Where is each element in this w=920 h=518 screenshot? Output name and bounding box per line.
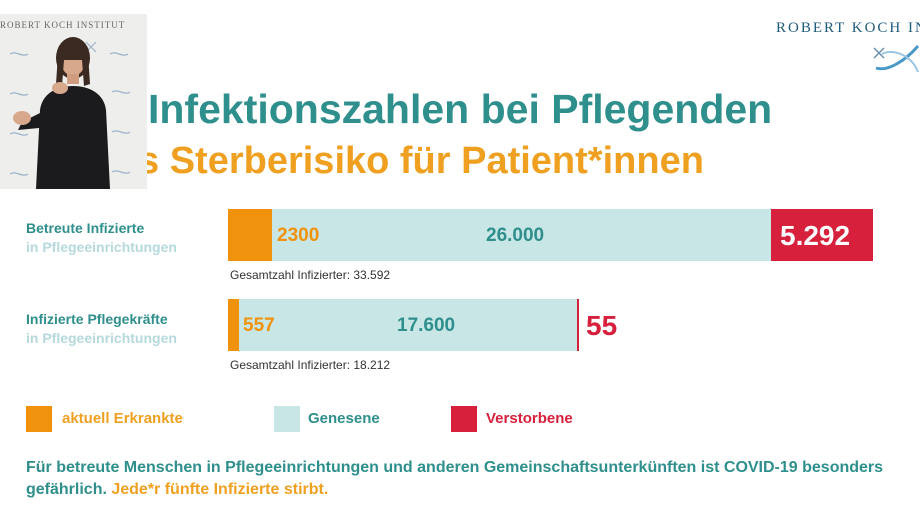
bar-verstorbene-row1 — [771, 209, 873, 261]
data-label-genesene-row2: 17.600 — [397, 315, 456, 336]
page-title: Infektionszahlen bei Pflegenden — [148, 86, 773, 132]
data-label-verstorbene-row1: 5.292 — [780, 220, 851, 251]
legend-label-verstorbene: Verstorbene — [486, 410, 573, 427]
legend-label-erkrankte: aktuell Erkrankte — [62, 410, 183, 427]
legend-swatch-erkrankte — [26, 406, 52, 432]
bar-genesene-row1 — [272, 209, 772, 261]
data-label-erkrankte-row2: 557 — [243, 315, 275, 336]
row-label-line2: in Pflegeeinrichtungen — [26, 239, 177, 255]
video-banner-text: ROBERT KOCH INSTITUT — [0, 20, 126, 30]
row-label-line1: Infizierte Pflegekräfte — [26, 311, 168, 327]
rki-logo-swoosh-icon — [873, 45, 920, 73]
data-label-verstorbene-row2: 55 — [586, 310, 618, 341]
footer-highlight: Jede*r fünfte Infizierte stirbt. — [111, 481, 329, 498]
legend-swatch-verstorbene — [451, 406, 477, 432]
bar-genesene-row2 — [238, 299, 577, 351]
data-label-erkrankte-row1: 2300 — [277, 225, 320, 246]
data-label-genesene-row1: 26.000 — [486, 225, 545, 246]
page-subtitle: s Sterberisiko für Patient*innen — [138, 140, 704, 182]
footer-text: Für betreute Menschen in Pflegeeinrichtu… — [26, 459, 884, 498]
sign-language-video: ROBERT KOCH INSTITUT — [0, 14, 147, 189]
legend-swatch-genesene — [274, 406, 300, 432]
bar-verstorbene-row2 — [576, 299, 579, 351]
total-row1: Gesamtzahl Infizierter: 33.592 — [230, 268, 391, 282]
bar-aktuell-erkrankte-row2 — [228, 299, 239, 351]
video-backdrop-pattern — [9, 37, 131, 189]
row-label-line2: in Pflegeeinrichtungen — [26, 330, 177, 346]
row-label-pflegekraefte: Infizierte Pflegekräfte in Pflegeeinrich… — [26, 310, 177, 348]
total-row2: Gesamtzahl Infizierter: 18.212 — [230, 358, 391, 372]
row-label-line1: Betreute Infizierte — [26, 220, 145, 236]
rki-logo-text: ROBERT KOCH IN — [776, 20, 920, 36]
legend-label-genesene: Genesene — [308, 410, 380, 427]
bar-aktuell-erkrankte-row1 — [228, 209, 273, 261]
footer-note: Für betreute Menschen in Pflegeeinrichtu… — [26, 457, 906, 501]
row-label-betreute: Betreute Infizierte in Pflegeeinrichtung… — [26, 219, 177, 257]
